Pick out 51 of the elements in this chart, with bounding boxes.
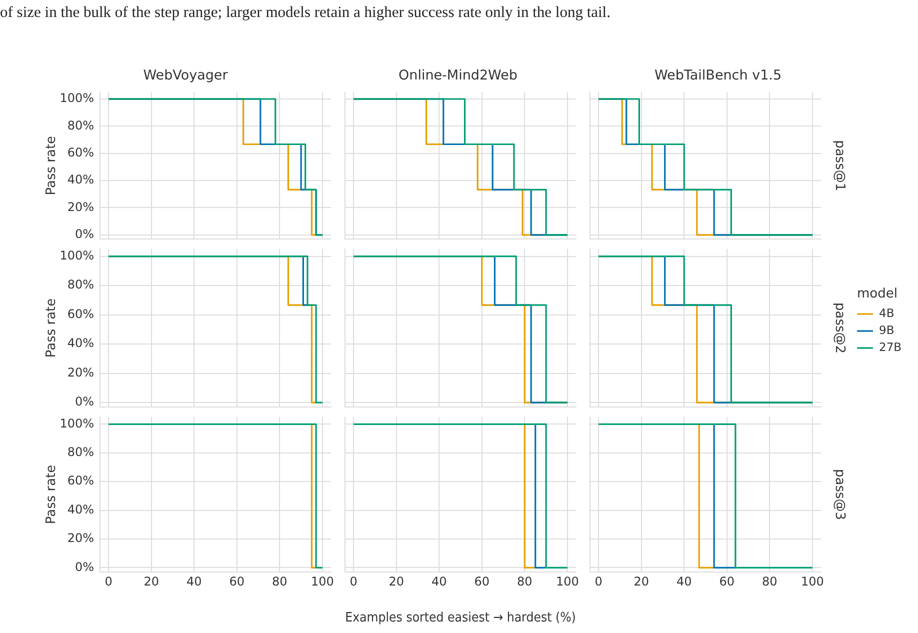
x-tick-label: 80 (517, 574, 532, 588)
x-tick-label: 60 (474, 574, 490, 588)
y-tick-label: 20% (67, 531, 94, 546)
y2-axis-title: pass@2 (832, 302, 847, 354)
x-tick-label: 60 (229, 574, 245, 588)
y-axis-title: Pass rate (44, 464, 60, 524)
y-tick-label: 40% (67, 502, 94, 516)
x-tick-label: 40 (676, 574, 692, 588)
y-tick-label: 40% (67, 172, 94, 187)
legend-label: 9B (879, 322, 894, 337)
y-tick-label: 20% (67, 200, 94, 214)
y-tick-label: 60% (67, 145, 94, 160)
x-tick-label: 40 (186, 574, 202, 588)
x-tick-label: 20 (634, 574, 649, 588)
y-tick-label: 80% (67, 278, 94, 292)
y-tick-label: 0% (74, 227, 94, 242)
chart-title: Online-Mind2Web (398, 68, 518, 84)
y-tick-label: 40% (67, 336, 94, 350)
x-tick-label: 20 (388, 574, 404, 588)
y-tick-label: 60% (67, 306, 94, 321)
legend-label: 4B (879, 306, 894, 320)
x-tick-label: 0 (594, 574, 602, 588)
x-tick-label: 80 (272, 574, 288, 588)
y-tick-label: 100% (60, 416, 94, 430)
y-tick-label: 20% (67, 365, 94, 380)
x-tick-label: 100 (556, 574, 579, 588)
y-tick-label: 100% (60, 248, 94, 262)
y2-axis-title: pass@3 (832, 468, 847, 520)
y-tick-label: 60% (67, 474, 94, 488)
y-axis-title: Pass rate (44, 298, 60, 358)
x-tick-label: 80 (762, 574, 778, 588)
x-tick-label: 100 (310, 574, 334, 588)
x-tick-label: 0 (350, 574, 358, 588)
y-tick-label: 100% (60, 91, 94, 106)
legend-title: model (857, 286, 898, 302)
x-tick-label: 100 (800, 574, 824, 588)
x-axis-title: Examples sorted easiest → hardest (%) (345, 609, 576, 625)
legend-label: 27B (879, 340, 902, 354)
x-tick-label: 40 (431, 574, 447, 588)
x-tick-label: 0 (104, 574, 112, 588)
y-tick-label: 80% (67, 118, 94, 132)
y-tick-label: 0% (74, 560, 94, 574)
chart-title: WebTailBench v1.5 (654, 68, 782, 84)
y-axis-title: Pass rate (44, 136, 60, 196)
y-tick-label: 0% (74, 394, 94, 409)
text: of size in the bulk of the step range; larger models retain a higher success rate only in the long tail. (0, 4, 610, 22)
y2-axis-title: pass@1 (832, 140, 847, 192)
y-tick-label: 80% (67, 445, 94, 460)
x-tick-label: 20 (144, 574, 159, 588)
chart-title: WebVoyager (143, 68, 228, 84)
x-tick-label: 60 (719, 574, 735, 588)
